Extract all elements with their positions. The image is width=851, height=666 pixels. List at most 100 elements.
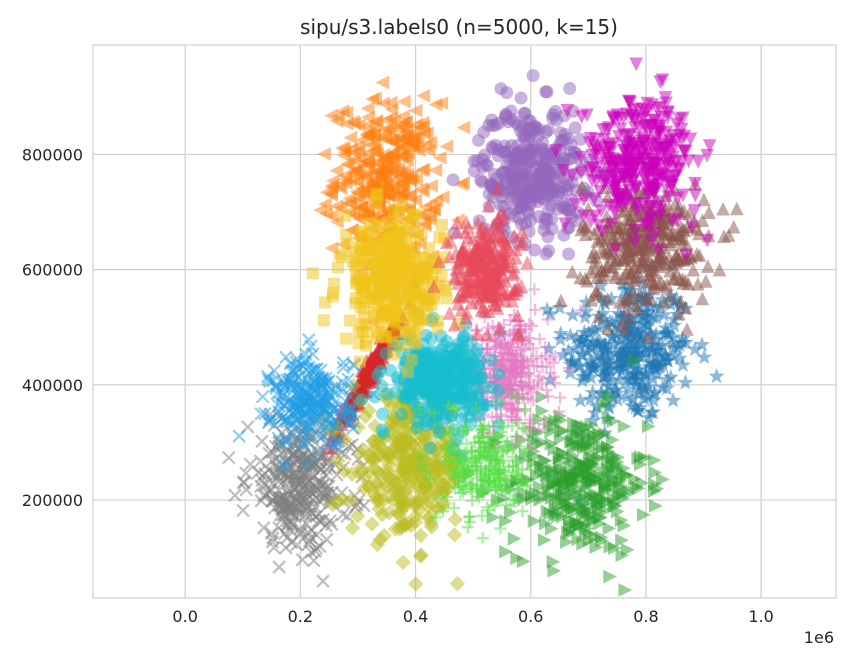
data-point [439, 235, 454, 249]
data-point [324, 496, 341, 513]
data-point [463, 478, 476, 491]
data-point [544, 437, 559, 451]
data-point [686, 340, 703, 357]
data-point [610, 253, 624, 268]
data-point [609, 266, 623, 281]
data-point [519, 403, 532, 416]
data-point [313, 431, 328, 445]
data-point [428, 452, 445, 469]
data-point [411, 143, 426, 158]
x-tick-label: 1.0 [748, 607, 773, 626]
data-point [554, 391, 567, 404]
data-point [458, 252, 472, 266]
data-point [554, 126, 568, 140]
data-point [358, 312, 371, 325]
data-point [643, 291, 657, 306]
data-point [490, 397, 504, 411]
data-point [447, 511, 464, 528]
data-point [701, 259, 715, 273]
data-point [276, 459, 291, 473]
data-point [658, 91, 673, 105]
data-point [641, 419, 656, 434]
data-point [363, 354, 378, 369]
data-point [509, 115, 523, 129]
data-point [441, 399, 454, 412]
data-point [584, 360, 601, 376]
data-point [564, 138, 578, 152]
data-point [368, 114, 383, 128]
data-point [308, 544, 323, 558]
data-point [360, 101, 375, 116]
data-point [413, 403, 426, 416]
data-point [364, 516, 380, 532]
data-point [679, 248, 694, 263]
data-point [258, 406, 272, 421]
data-point [533, 333, 546, 346]
data-point [375, 75, 390, 90]
data-point [474, 303, 489, 317]
data-point [698, 274, 713, 288]
data-point [571, 422, 585, 437]
data-point [670, 267, 684, 281]
data-point [567, 340, 584, 356]
data-point [560, 103, 575, 118]
data-point [516, 505, 529, 518]
data-point [457, 486, 470, 499]
y-tick-label: 600000 [22, 261, 83, 280]
data-point [572, 392, 589, 408]
data-point [617, 419, 632, 434]
data-point [611, 191, 625, 205]
data-point [637, 140, 652, 154]
data-point [416, 184, 430, 199]
data-point [373, 364, 387, 378]
data-point [638, 106, 653, 120]
data-point [538, 211, 552, 225]
data-point [592, 428, 607, 443]
data-point [622, 331, 639, 347]
data-point [255, 389, 270, 404]
data-point [367, 229, 380, 242]
data-point [324, 517, 339, 531]
data-point [500, 375, 513, 388]
data-point [342, 158, 356, 173]
data-point [448, 471, 461, 484]
data-point [595, 440, 610, 455]
data-point [415, 115, 430, 130]
data-point [366, 387, 381, 401]
data-point [674, 155, 689, 169]
data-point [541, 313, 554, 326]
data-point [650, 482, 665, 496]
data-point [290, 537, 304, 552]
data-point [408, 103, 423, 118]
data-point [459, 420, 472, 433]
data-point [547, 356, 560, 369]
data-point [446, 173, 460, 187]
data-point [415, 314, 428, 327]
data-point [665, 178, 679, 193]
data-point [592, 516, 607, 531]
data-point [666, 317, 683, 333]
data-point [388, 385, 402, 399]
data-point [696, 348, 713, 365]
data-point [540, 85, 554, 99]
data-point [601, 321, 616, 336]
data-point [607, 381, 624, 397]
data-point [509, 430, 522, 443]
data-point [663, 234, 678, 249]
data-point [493, 463, 506, 476]
chart-title: sipu/s3.labels0 (n=5000, k=15) [300, 15, 618, 39]
data-point [648, 465, 662, 480]
data-point [288, 509, 303, 524]
plot-frame [92, 44, 837, 599]
data-point [494, 82, 508, 96]
data-point [280, 396, 294, 410]
data-point [403, 391, 417, 405]
data-point [507, 441, 520, 454]
data-point [408, 130, 422, 144]
data-point [337, 168, 352, 183]
data-point [562, 362, 575, 375]
data-point [565, 479, 580, 494]
data-point [514, 379, 527, 392]
data-point [693, 336, 710, 352]
data-point [646, 163, 661, 178]
